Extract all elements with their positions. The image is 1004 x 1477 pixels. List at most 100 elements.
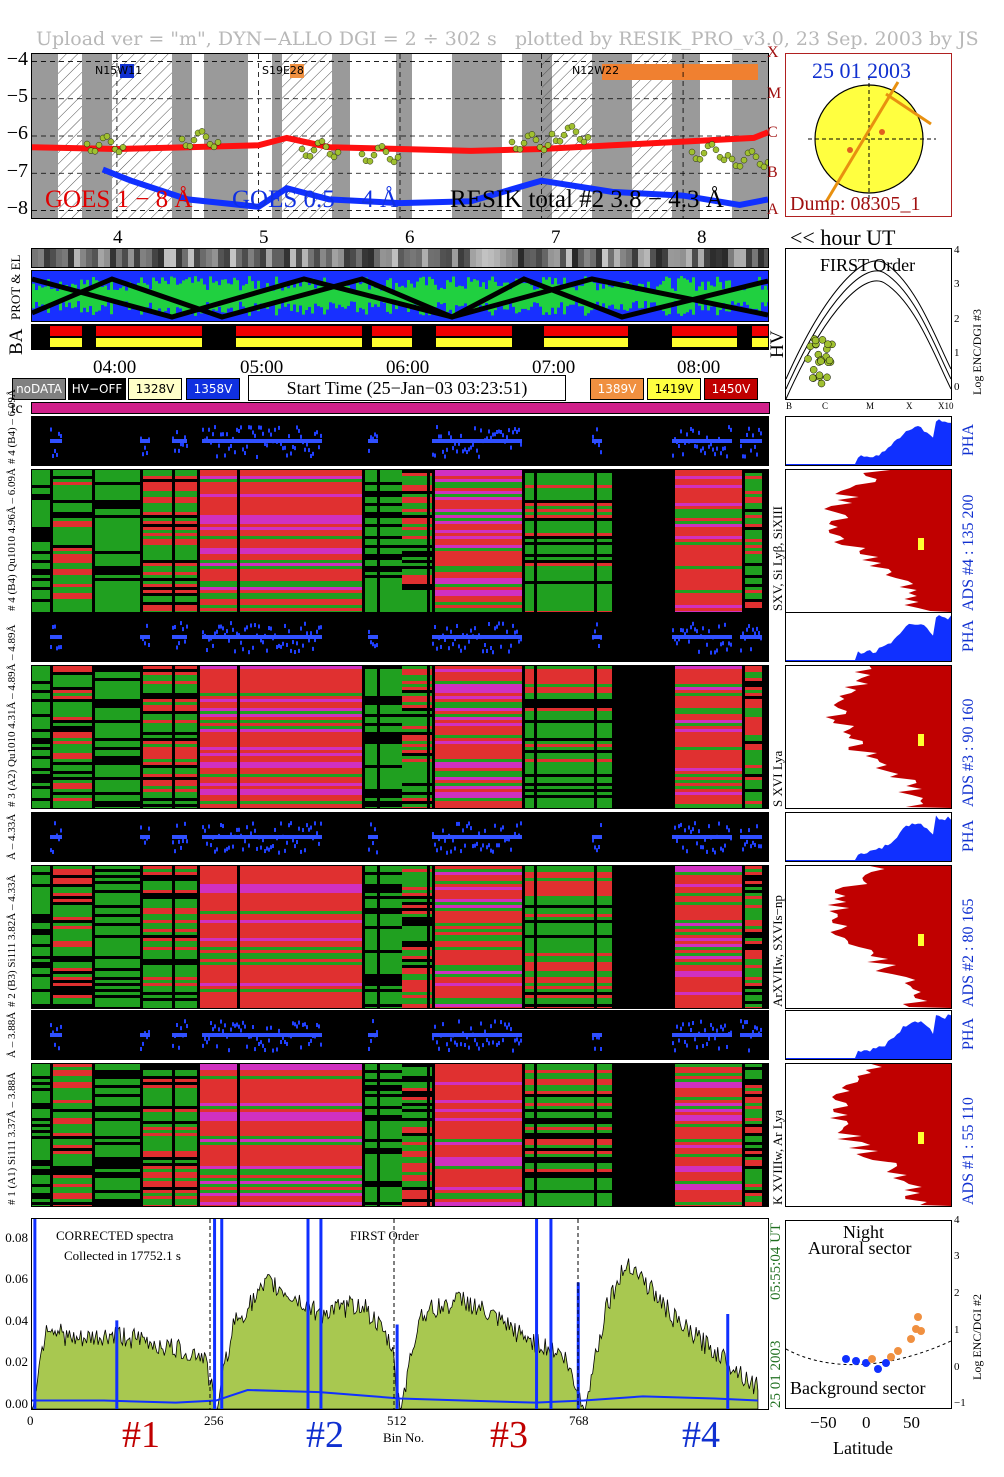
pha-pixel xyxy=(52,849,54,854)
spectrogram-row xyxy=(32,488,52,491)
pha-pixel xyxy=(50,848,52,853)
pha-pixel xyxy=(248,843,250,848)
spectrogram-row xyxy=(197,1079,362,1082)
spectrogram-row xyxy=(522,1100,612,1103)
pha-pixel xyxy=(592,434,594,439)
gray-cell xyxy=(596,249,602,267)
spectrogram-row xyxy=(362,1169,402,1172)
pha-pixel xyxy=(374,644,376,649)
pha-pixel xyxy=(216,847,218,852)
spectrogram-row xyxy=(362,866,402,869)
spectrogram-row xyxy=(32,717,52,720)
spectrogram-row xyxy=(32,950,52,953)
pha-pixel xyxy=(284,623,286,628)
pha-pixel xyxy=(446,1042,448,1047)
prot-cell xyxy=(338,287,341,305)
spectrogram-row xyxy=(92,792,142,795)
spectrogram-row xyxy=(402,494,432,497)
ba-segment xyxy=(672,326,737,336)
spectrogram-row xyxy=(742,875,762,878)
spectrogram-row xyxy=(612,771,632,774)
gray-cell xyxy=(638,249,644,267)
spectrogram-row xyxy=(632,717,672,720)
pha-pixel xyxy=(256,454,258,459)
pha-pixel xyxy=(316,831,318,836)
channel-label-1: #1 xyxy=(122,1414,160,1456)
prot-el-label: PROT & EL xyxy=(8,254,23,321)
spectrogram-row xyxy=(52,1148,92,1151)
spectrogram-row xyxy=(402,1199,432,1202)
spectrogram-row xyxy=(632,1103,672,1106)
gap-line xyxy=(237,666,240,808)
spectrogram-row xyxy=(362,684,402,687)
pha-pixel xyxy=(514,831,516,836)
spectrogram-row xyxy=(142,923,197,926)
pha-pixel xyxy=(686,628,688,633)
pha-pixel xyxy=(696,841,698,846)
prot-cell xyxy=(632,289,635,303)
spectrogram-row xyxy=(432,971,522,974)
hour-tick-8: 8 xyxy=(697,227,707,248)
gap-line xyxy=(50,1064,53,1206)
spectrogram-row xyxy=(432,1184,522,1187)
spectrogram-row xyxy=(402,539,432,542)
spectrogram-row xyxy=(197,1148,362,1151)
spectrogram-row xyxy=(522,482,612,485)
prot-cell xyxy=(269,286,272,306)
pha-pixel xyxy=(508,428,510,433)
spectrogram-row xyxy=(52,753,92,756)
spectrogram-row xyxy=(632,714,672,717)
spectrogram-row xyxy=(362,947,402,950)
spectrogram-row xyxy=(432,905,522,908)
latitude-panel xyxy=(785,1220,952,1409)
spectrogram-row xyxy=(52,720,92,723)
spectrogram-row xyxy=(612,872,632,875)
pha-pixel xyxy=(264,441,266,446)
hv-segment xyxy=(672,338,737,347)
spectrogram-row xyxy=(142,1205,197,1206)
spectrogram-row xyxy=(402,687,432,690)
spectrogram-row xyxy=(362,1097,402,1100)
spectrogram-row xyxy=(52,804,92,807)
pha-pixel xyxy=(146,451,148,456)
spectrogram-row xyxy=(402,1109,432,1112)
pha-hist-area xyxy=(786,815,951,861)
pha-pixel xyxy=(598,644,600,649)
pha-hist-area xyxy=(786,615,951,661)
spectrogram-row xyxy=(432,672,522,675)
lat-point-orange xyxy=(868,1355,876,1363)
pha-pixel xyxy=(700,1019,702,1024)
pha-pixel xyxy=(740,648,742,653)
gray-cell xyxy=(362,249,368,267)
pha-pixel xyxy=(174,625,176,630)
spectrogram-row xyxy=(522,1205,612,1206)
spectrogram-row xyxy=(742,932,762,935)
spectrogram-row xyxy=(32,512,52,515)
pha-pixel xyxy=(246,1044,248,1049)
spectrogram-row xyxy=(92,896,142,899)
spectrogram-row xyxy=(672,786,742,789)
gray-cell xyxy=(218,249,224,267)
spectrogram-row xyxy=(142,470,197,473)
spectrogram-row xyxy=(522,1151,612,1154)
lat-ytick-m1: −1 xyxy=(954,1397,966,1409)
spectrogram-row xyxy=(742,965,762,968)
goes-series-2 xyxy=(101,166,768,210)
spectrogram-row xyxy=(632,989,672,992)
spectrogram-row xyxy=(742,729,762,732)
spectrogram-row xyxy=(362,593,402,596)
spectrogram-row xyxy=(32,530,52,533)
pha-pixel xyxy=(726,1044,728,1049)
spectrogram-row xyxy=(142,602,197,605)
spectrogram-row xyxy=(402,1175,432,1178)
prot-cell xyxy=(59,281,62,311)
spectrogram-row xyxy=(612,914,632,917)
spectrogram-row xyxy=(522,1184,612,1187)
spectrogram-row xyxy=(402,771,432,774)
gap-line xyxy=(197,470,200,612)
pha-band xyxy=(368,439,378,443)
spectrogram-row xyxy=(362,768,402,771)
spectrogram-row xyxy=(92,977,142,980)
pha-pixel xyxy=(52,625,54,630)
spectrogram-row xyxy=(32,521,52,524)
